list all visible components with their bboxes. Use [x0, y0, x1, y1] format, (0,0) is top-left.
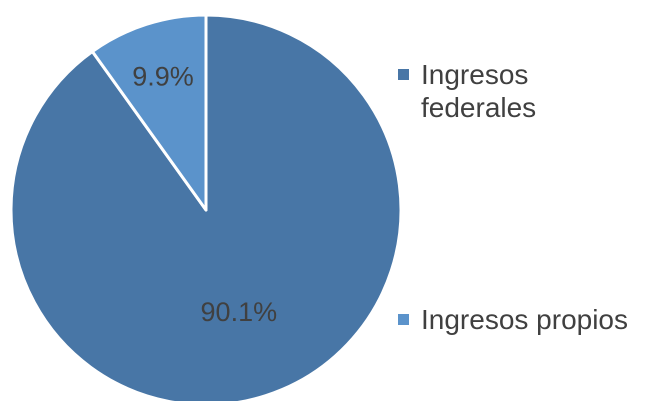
- legend-label-ingresos-federales: Ingresos federales: [421, 59, 537, 123]
- pie-slice-ingresos-federales: [9, 13, 403, 401]
- legend-item-ingresos-propios: Ingresos propios: [398, 303, 628, 336]
- legend-swatch-ingresos-federales: [398, 69, 409, 80]
- pie-slices: [9, 13, 403, 401]
- data-label-ingresos-propios: 9.9%: [132, 61, 194, 91]
- legend-swatch-ingresos-propios: [398, 314, 409, 325]
- legend-item-ingresos-federales: Ingresos federales: [398, 58, 568, 124]
- legend-label-ingresos-propios: Ingresos propios: [421, 304, 629, 335]
- pie-data-labels: 90.1% 9.9%: [132, 61, 277, 327]
- data-label-ingresos-federales: 90.1%: [201, 297, 278, 327]
- pie-slice-ingresos-propios: [90, 13, 208, 212]
